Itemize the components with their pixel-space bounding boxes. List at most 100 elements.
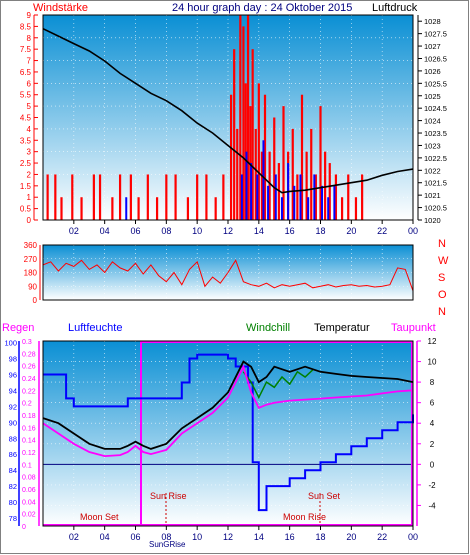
x-tick-label: 18 xyxy=(315,226,325,236)
compass-label: S xyxy=(438,272,445,284)
gust-bar xyxy=(267,185,270,220)
pressure-y-axis: 1020 1020.5 1021 1021.5 1022 1022.5 1023 1023.5… xyxy=(417,15,447,225)
sun-set-label: Sun Set xyxy=(308,491,341,501)
wind-bar xyxy=(334,174,338,220)
rain-tick-label: 0.3 xyxy=(22,339,32,346)
legend-windchill: Windchill xyxy=(246,322,290,334)
wind-tick-label: 8.5 xyxy=(20,22,32,31)
wind-tick-label: 3.5 xyxy=(20,136,32,145)
wind-bar xyxy=(146,174,149,220)
humidity-tick-label: 80 xyxy=(9,498,17,507)
wind-bar xyxy=(222,174,225,220)
legend-taupunkt: Taupunkt xyxy=(391,322,436,334)
wind-tick-label: 6 xyxy=(27,79,32,88)
wind-bar xyxy=(174,174,177,220)
wind-bar xyxy=(205,174,208,220)
wind-bar xyxy=(186,197,190,220)
rain-tick-label: 0.1 xyxy=(22,462,32,469)
wind-bar xyxy=(46,174,49,220)
pressure-tick-label: 1022 xyxy=(424,166,441,175)
x-tick-label: 00 xyxy=(408,532,418,542)
wind-bar xyxy=(310,128,313,220)
pressure-tick-label: 1023 xyxy=(424,141,441,150)
wind-bar xyxy=(60,197,63,220)
rain-tick-label: 0.28 xyxy=(22,351,36,358)
wind-tick-label: 3 xyxy=(27,148,32,157)
wind-bar xyxy=(165,174,168,220)
wind-bar xyxy=(324,151,327,220)
wind-x-axis: 02 04 06 08 10 12 14 16 18 20 22 00 xyxy=(69,220,418,236)
pressure-tick-label: 1023.5 xyxy=(424,129,447,138)
x-tick-label: 14 xyxy=(254,226,264,236)
x-tick-label: 14 xyxy=(254,532,264,542)
wind-bar xyxy=(273,117,276,220)
rain-tick-label: 0.02 xyxy=(22,512,36,519)
x-tick-label: 22 xyxy=(377,532,387,542)
x-tick-label: 06 xyxy=(130,226,140,236)
wind-bar xyxy=(300,94,304,220)
wind-tick-label: 5 xyxy=(27,102,32,111)
humidity-tick-label: 84 xyxy=(9,466,17,475)
moon-rise-label: Moon Rise xyxy=(283,512,326,522)
temperature-tick-label: 4 xyxy=(430,419,435,428)
wind-bar xyxy=(71,174,74,220)
rain-total-frame xyxy=(140,341,413,526)
wind-tick-label: 0 xyxy=(27,216,32,225)
wind-tick-label: 5.5 xyxy=(20,91,32,100)
wind-tick-label: 6.5 xyxy=(20,68,32,77)
pressure-tick-label: 1027.5 xyxy=(424,30,447,39)
rain-tick-label: 0.24 xyxy=(22,376,36,383)
compass-label: W xyxy=(438,255,449,267)
gust-bar xyxy=(262,140,265,220)
wind-pressure-grid xyxy=(43,14,414,221)
direction-tick-label: 0 xyxy=(33,296,38,305)
temperature-tick-label: -2 xyxy=(428,481,436,490)
wind-tick-label: 8 xyxy=(27,34,32,43)
pressure-tick-label: 1026.5 xyxy=(424,54,447,63)
temperature-tick-label: 8 xyxy=(430,378,435,387)
wind-bar xyxy=(92,174,95,220)
temperature-tick-label: 6 xyxy=(430,399,435,408)
rain-tick-label: 0.26 xyxy=(22,364,36,371)
pressure-tick-label: 1026 xyxy=(424,67,441,76)
x-tick-label: 12 xyxy=(223,226,233,236)
wind-bar xyxy=(242,26,245,221)
wind-bar xyxy=(80,197,83,220)
wind-bar xyxy=(305,151,308,220)
humidity-tick-label: 98 xyxy=(9,355,17,364)
gust-bar xyxy=(245,151,248,220)
wind-tick-label: 2 xyxy=(27,170,32,179)
compass-label: N xyxy=(438,238,446,250)
sun-moon-annotations: Moon Set Sun Rise Sun Set Moon Rise xyxy=(80,491,341,525)
rain-tick-label: 0.2 xyxy=(22,401,32,408)
x-tick-label: 20 xyxy=(346,532,356,542)
wind-y-axis: 0 0.5 1 1.5 2 2.5 3 3.5 4 4.5 5 5.5 6 6.5 7 7.5 8 8.5 9 xyxy=(20,11,38,225)
wind-bar xyxy=(214,197,217,220)
wind-bar xyxy=(260,151,264,220)
x-tick-label: 22 xyxy=(377,226,387,236)
wind-tick-label: 0.5 xyxy=(20,205,32,214)
wind-bar xyxy=(257,83,260,220)
wind-bar xyxy=(196,174,199,220)
windchill-line xyxy=(242,369,314,400)
rain-tick-label: 0.18 xyxy=(22,413,36,420)
x-tick-label: 16 xyxy=(285,532,295,542)
rain-tick-label: 0.04 xyxy=(22,499,36,506)
direction-tick-label: 360 xyxy=(24,241,38,250)
wind-tick-label: 4.5 xyxy=(20,114,32,123)
pressure-tick-label: 1020.5 xyxy=(424,204,447,213)
wind-bar xyxy=(328,163,331,220)
wind-bar xyxy=(233,49,236,220)
wind-tick-label: 2.5 xyxy=(20,159,32,168)
wind-bar xyxy=(54,174,57,220)
humidity-tick-label: 88 xyxy=(9,434,17,443)
wind-bar xyxy=(239,15,242,220)
pressure-tick-label: 1027 xyxy=(424,42,441,51)
wind-bar xyxy=(111,197,114,220)
compass-label: O xyxy=(438,289,447,301)
wind-bar xyxy=(251,49,254,220)
pressure-line xyxy=(42,27,414,194)
wind-bar xyxy=(254,128,257,220)
temperature-tick-label: 0 xyxy=(430,460,435,469)
